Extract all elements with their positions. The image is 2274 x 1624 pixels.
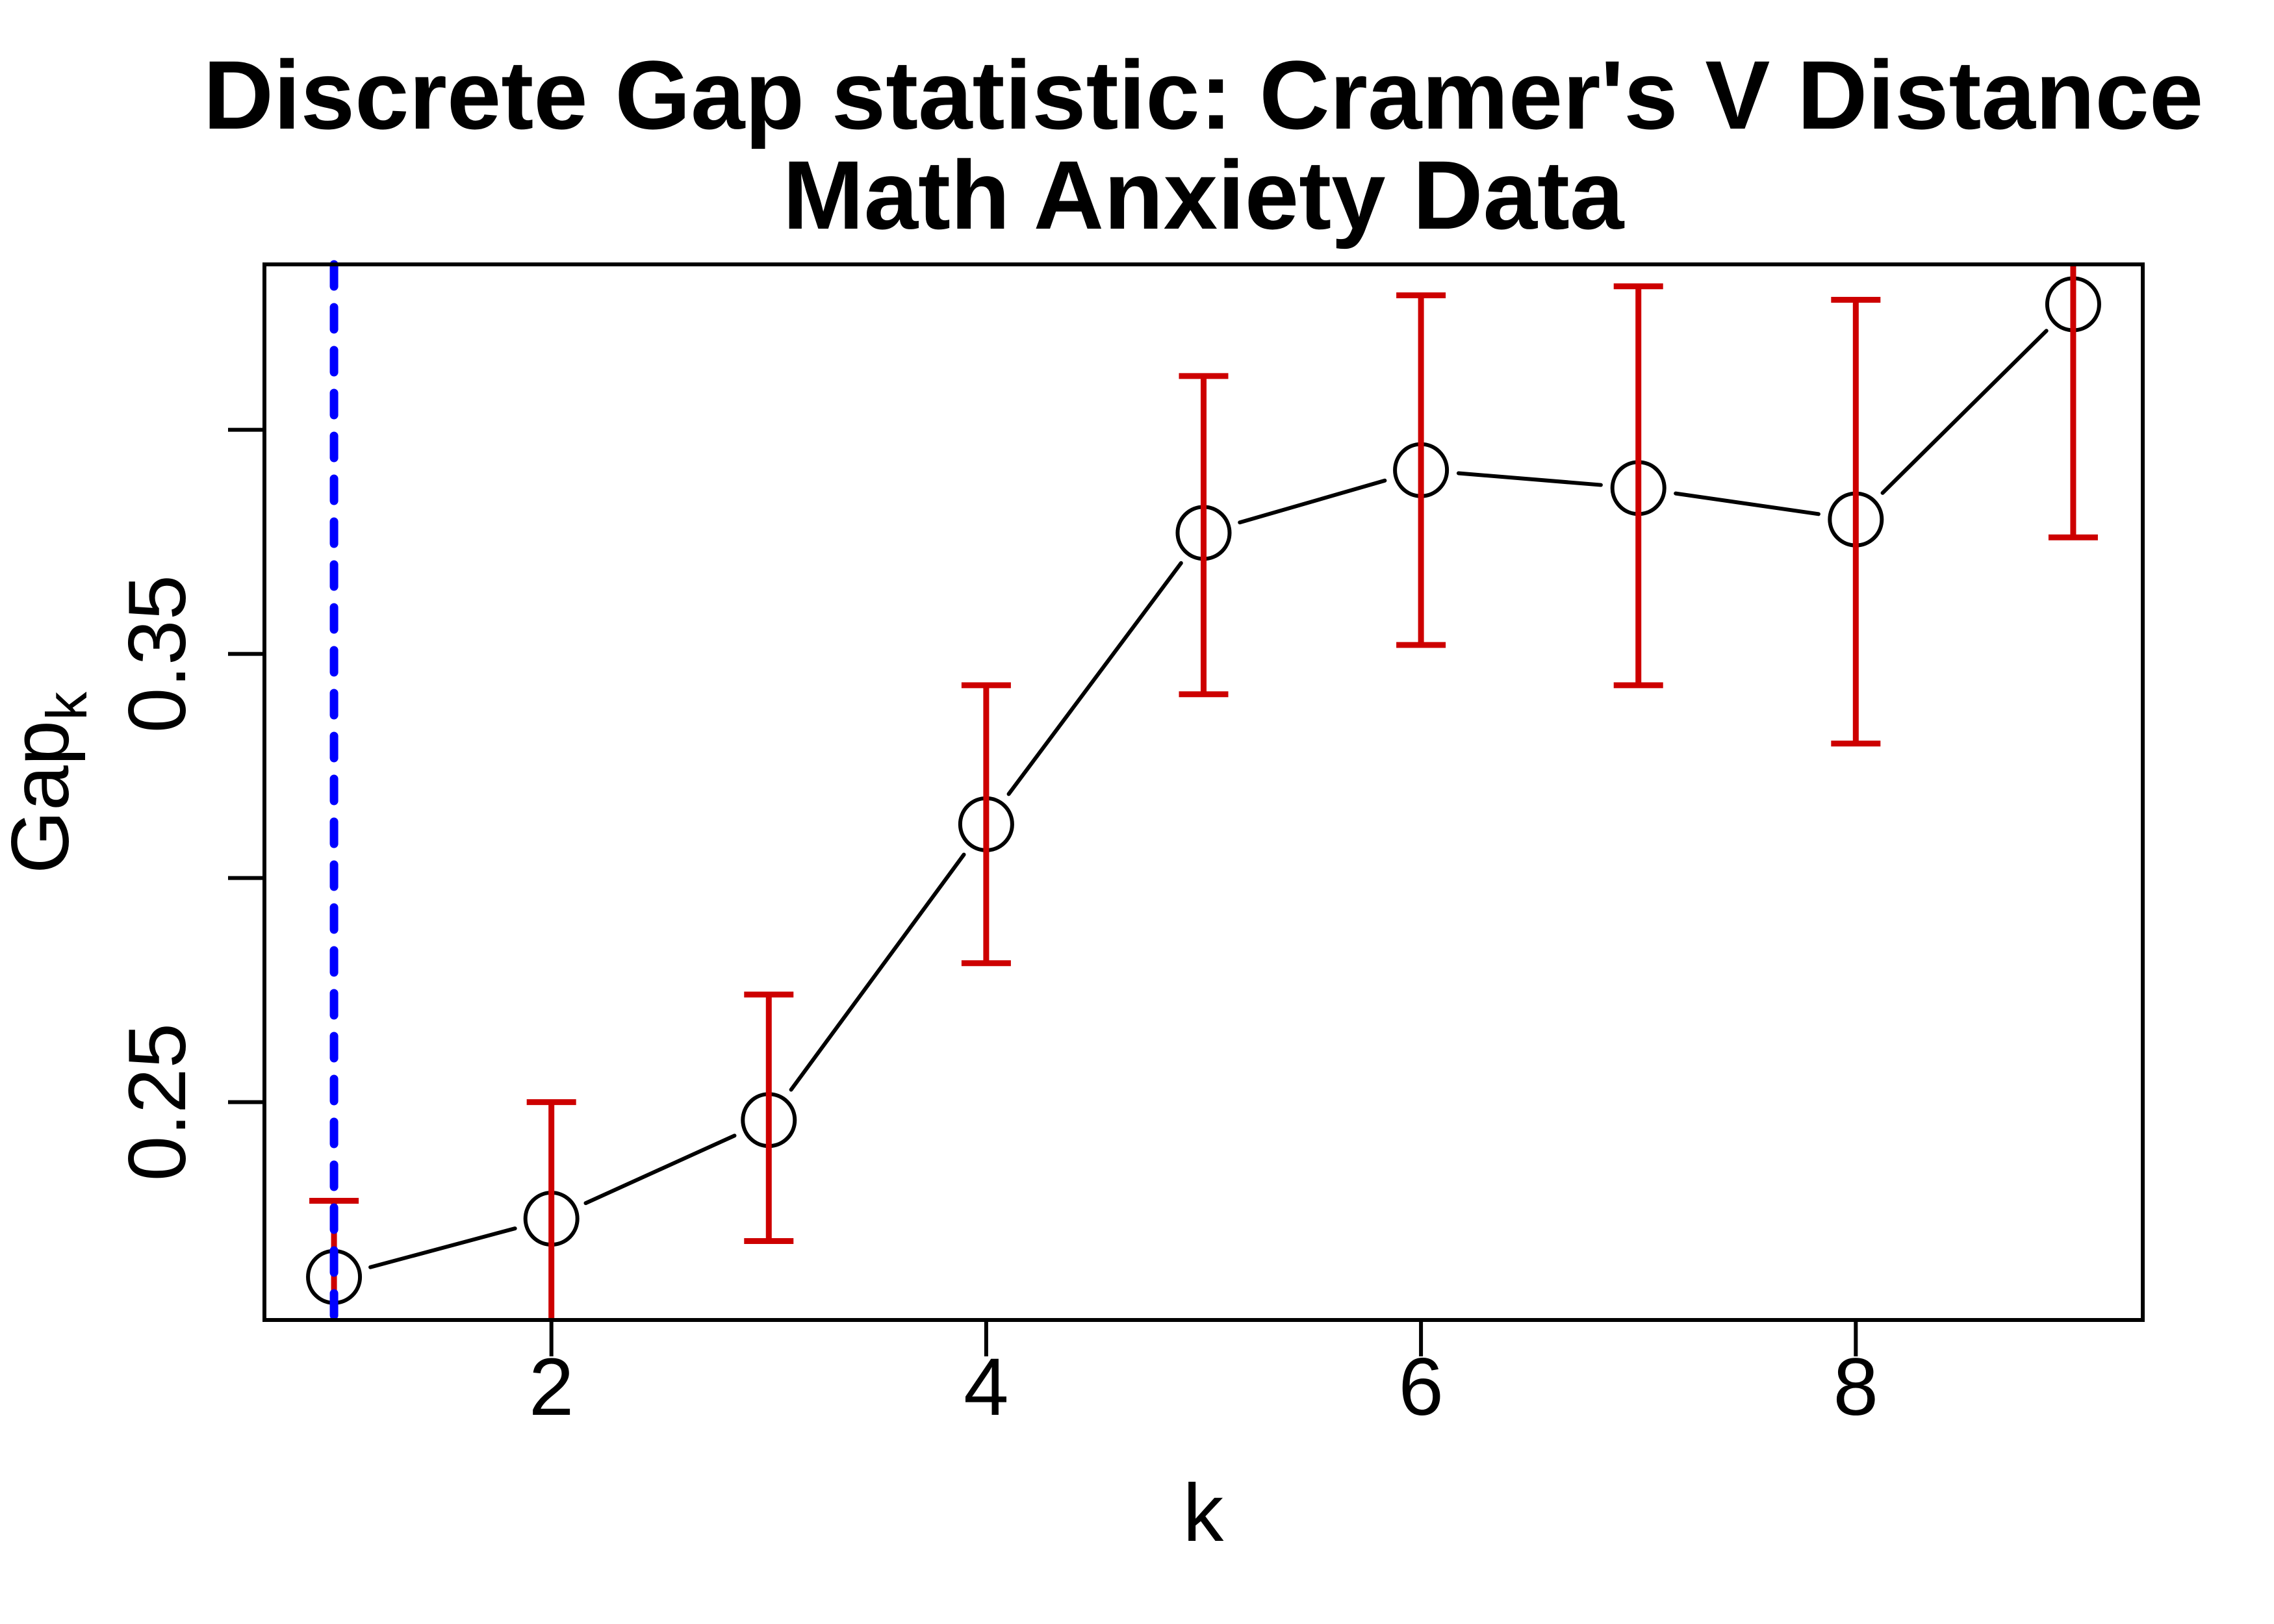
x-tick-label: 6 — [1398, 1342, 1444, 1432]
y-axis-label-subscript: k — [34, 691, 99, 720]
x-tick-label: 4 — [964, 1342, 1009, 1432]
plot-panel-border — [262, 262, 2145, 1322]
y-axis-label-base: Gap — [0, 720, 86, 874]
data-line — [368, 329, 2049, 1269]
y-axis-label: Gapk — [0, 691, 99, 874]
x-tick-label: 2 — [529, 1342, 574, 1432]
line-segment — [1674, 491, 1820, 516]
chart-subtitle: Math Anxiety Data — [783, 140, 1625, 249]
line-segment — [1880, 329, 2049, 495]
chart-title: Discrete Gap statistic: Cramer's V Dista… — [203, 40, 2204, 149]
line-segment — [583, 1134, 737, 1206]
x-axis-label: k — [1183, 1468, 1224, 1558]
y-tick-label: 0.35 — [112, 575, 203, 733]
line-segment — [789, 852, 966, 1092]
axis-ticks: 2 4 6 8 0.25 0.35 — [112, 427, 1879, 1432]
line-segment — [1006, 561, 1183, 796]
y-tick-label: 0.25 — [112, 1023, 203, 1181]
line-segment — [368, 1226, 517, 1269]
line-segment — [1456, 471, 1603, 487]
x-tick-label: 8 — [1833, 1342, 1879, 1432]
line-segment — [1238, 478, 1387, 525]
